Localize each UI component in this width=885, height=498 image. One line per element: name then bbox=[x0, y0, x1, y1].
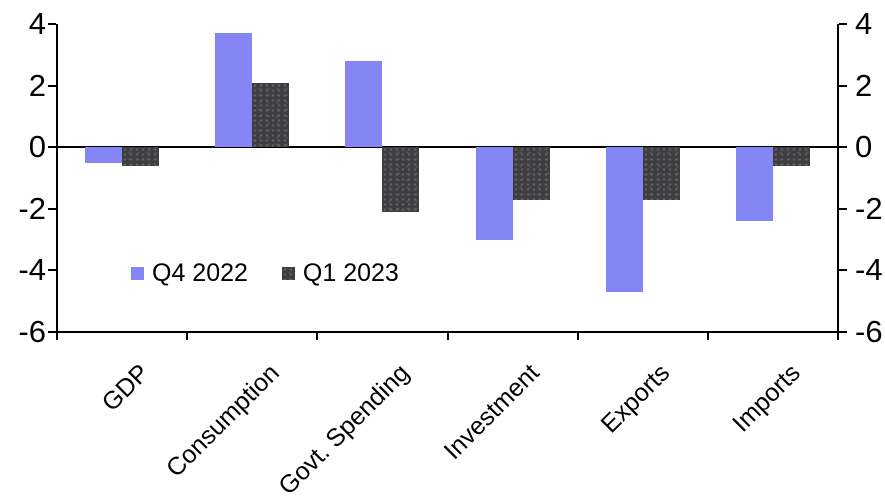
right-y-tick-label--2: -2 bbox=[855, 191, 883, 226]
legend-item-q4-2022: Q4 2022 bbox=[131, 258, 248, 288]
bar-q1-2023-govt-spending bbox=[382, 147, 420, 212]
category-label-exports: Exports bbox=[595, 358, 676, 439]
right-y-tick-label-0: 0 bbox=[855, 129, 873, 164]
right-y-tick-0 bbox=[839, 146, 847, 148]
left-y-tick--4 bbox=[48, 269, 56, 271]
right-y-tick--2 bbox=[839, 208, 847, 210]
x-axis-tick-6 bbox=[837, 332, 839, 340]
left-y-tick-label-4: 4 bbox=[28, 6, 46, 41]
x-axis-tick-0 bbox=[56, 332, 58, 340]
legend-swatch-q1-2023 bbox=[281, 266, 295, 280]
right-y-tick-label--4: -4 bbox=[855, 252, 883, 287]
left-y-tick-label--4: -4 bbox=[18, 252, 46, 287]
category-label-govt-spending: Govt. Spending bbox=[273, 358, 415, 498]
x-axis-tick-5 bbox=[706, 332, 709, 340]
bar-q4-2022-imports bbox=[735, 147, 773, 222]
left-y-tick-4 bbox=[48, 23, 56, 25]
category-label-investment: Investment bbox=[438, 358, 546, 465]
x-axis-tick-4 bbox=[576, 332, 579, 340]
legend-label-q1-2023: Q1 2023 bbox=[302, 259, 399, 287]
legend-item-q1-2023: Q1 2023 bbox=[281, 258, 399, 288]
right-y-axis-line bbox=[837, 24, 839, 333]
bar-q1-2023-exports bbox=[642, 147, 680, 200]
zero-line bbox=[57, 146, 838, 148]
right-y-tick-label-4: 4 bbox=[855, 6, 873, 41]
bar-q4-2022-investment bbox=[475, 147, 513, 240]
left-y-tick-0 bbox=[48, 146, 56, 148]
left-y-tick-label--2: -2 bbox=[18, 191, 46, 226]
category-label-gdp: GDP bbox=[96, 358, 155, 417]
left-y-tick--2 bbox=[48, 208, 56, 210]
bar-q1-2023-gdp bbox=[122, 147, 160, 166]
right-y-tick--6 bbox=[839, 331, 847, 333]
legend: Q4 2022 Q1 2023 bbox=[131, 258, 399, 288]
right-y-tick-4 bbox=[839, 23, 847, 25]
category-label-consumption: Consumption bbox=[160, 358, 285, 483]
bar-q1-2023-investment bbox=[512, 147, 550, 200]
x-axis-tick-3 bbox=[446, 332, 449, 340]
left-y-tick-label--6: -6 bbox=[18, 314, 46, 349]
right-y-tick--4 bbox=[839, 269, 847, 271]
bar-q1-2023-imports bbox=[772, 147, 810, 166]
bar-q4-2022-consumption bbox=[215, 33, 253, 148]
left-y-axis-line bbox=[56, 24, 58, 333]
bar-q4-2022-govt-spending bbox=[345, 61, 383, 148]
x-axis-tick-1 bbox=[186, 332, 189, 340]
legend-label-q4-2022: Q4 2022 bbox=[152, 259, 248, 287]
bar-q4-2022-exports bbox=[605, 147, 643, 292]
bar-q4-2022-gdp bbox=[85, 147, 123, 163]
bar-q1-2023-consumption bbox=[252, 82, 290, 148]
left-y-tick--6 bbox=[48, 331, 56, 333]
right-y-tick-label-2: 2 bbox=[855, 68, 873, 103]
right-y-tick-label--6: -6 bbox=[855, 314, 883, 349]
left-y-tick-2 bbox=[48, 85, 56, 87]
x-axis-tick-2 bbox=[316, 332, 319, 340]
category-label-imports: Imports bbox=[726, 358, 806, 438]
right-y-tick-2 bbox=[839, 85, 847, 87]
left-y-tick-label-0: 0 bbox=[28, 129, 46, 164]
left-y-tick-label-2: 2 bbox=[28, 68, 46, 103]
legend-swatch-q4-2022 bbox=[131, 266, 144, 280]
